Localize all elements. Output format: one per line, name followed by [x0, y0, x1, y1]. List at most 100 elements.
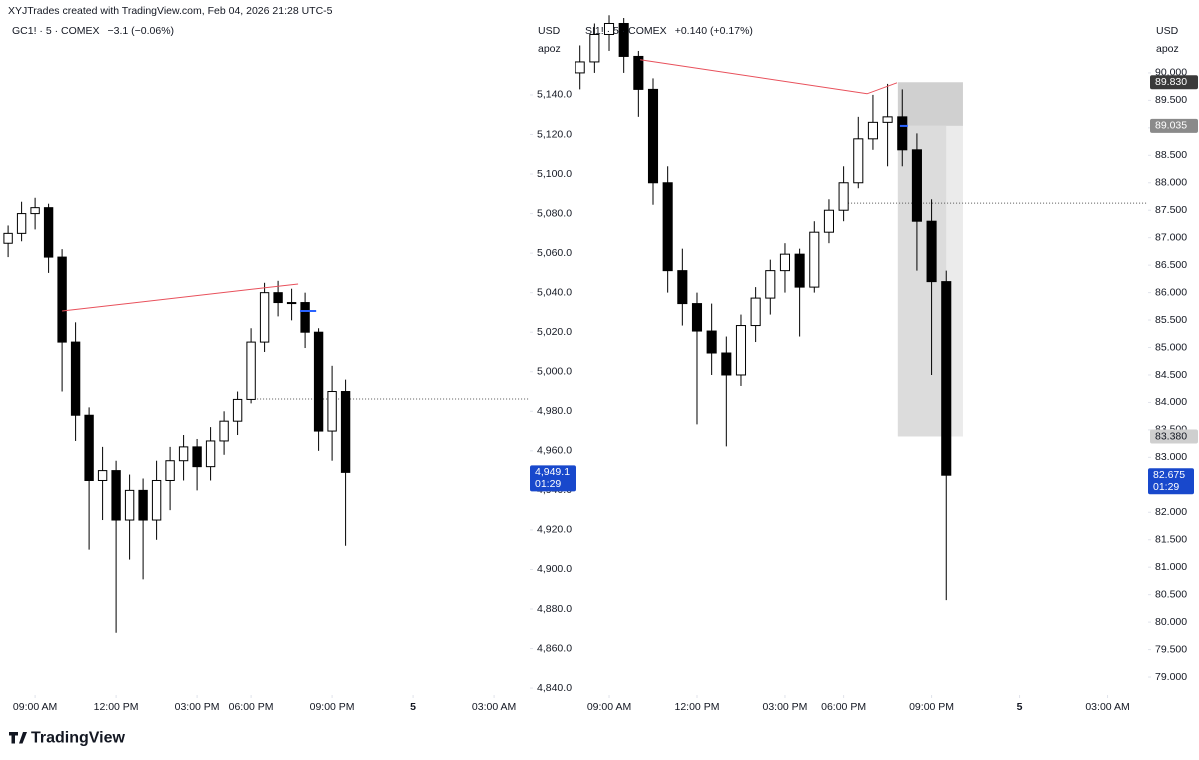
y-tick-label: 80.000 [1155, 616, 1187, 628]
candle-body [853, 138, 864, 184]
logo-text: TradingView [31, 730, 126, 747]
candle-body [633, 55, 644, 90]
y-tick-label: 81.500 [1155, 534, 1187, 546]
y-tick-label: 5,080.0 [537, 207, 572, 219]
x-tick-label: 12:00 PM [675, 701, 720, 713]
entry-price-box-label: 89.035 [1155, 120, 1187, 132]
candle-body [151, 479, 162, 521]
stop-price-box-label: 89.830 [1155, 76, 1187, 88]
y-tick-label: 4,860.0 [537, 642, 572, 654]
x-tick-label: 03:00 PM [762, 701, 807, 713]
candle-body [138, 489, 148, 521]
y-tick-label: 5,060.0 [537, 247, 572, 259]
y-tick-label: 88.500 [1155, 149, 1187, 161]
target-price-box [1150, 429, 1198, 444]
y-tick-label: 82.000 [1155, 506, 1187, 518]
candle-body [246, 341, 256, 400]
y-tick-label: 79.500 [1155, 643, 1187, 655]
tradingview-logo: TradingView [9, 730, 126, 747]
currency: USD [1156, 25, 1179, 37]
candle-body [677, 270, 688, 305]
countdown-label: 01:29 [1153, 481, 1179, 493]
y-tick-label: 5,100.0 [537, 168, 572, 180]
y-tick-label: 5,040.0 [537, 286, 572, 298]
y-tick-label: 79.000 [1155, 671, 1187, 683]
stop-price-box [1150, 75, 1198, 90]
candle-body [779, 253, 791, 272]
candle-body [794, 253, 805, 288]
x-tick-label: 03:00 PM [175, 701, 220, 713]
candle-body [3, 232, 13, 244]
candle-body [838, 182, 849, 211]
x-tick-label: 09:00 AM [13, 701, 57, 713]
x-tick-label: 06:00 PM [821, 701, 866, 713]
y-tick-label: 81.000 [1155, 561, 1187, 573]
x-tick-label: 09:00 PM [909, 701, 954, 713]
y-tick-label: 5,140.0 [537, 89, 572, 101]
candle-body [618, 22, 629, 57]
x-tick-label: 5 [410, 701, 416, 713]
countdown-label: 01:29 [535, 478, 561, 490]
candle-body [823, 209, 834, 233]
candle-body [16, 213, 27, 234]
candle-body [897, 116, 908, 151]
logo-icon [9, 732, 27, 744]
y-tick-label: 88.000 [1155, 177, 1187, 189]
y-tick-label: 5,020.0 [537, 326, 572, 338]
plot-area [575, 15, 1148, 601]
x-tick-label: 09:00 PM [310, 701, 355, 713]
y-tick-label: 89.500 [1155, 94, 1187, 106]
y-tick-label: 5,000.0 [537, 366, 572, 378]
stop-zone [897, 82, 963, 126]
y-tick-label: 84.000 [1155, 396, 1187, 408]
candle-body [765, 270, 776, 299]
trend-line [62, 283, 299, 312]
candle-body [286, 302, 297, 305]
candle-body [911, 149, 922, 222]
y-tick-label: 85.000 [1155, 341, 1187, 353]
candle-body [721, 352, 732, 376]
candle-body [691, 303, 703, 332]
y-tick-label: 4,900.0 [537, 563, 572, 575]
candle-body [589, 33, 600, 63]
candle-body [178, 446, 189, 462]
candle-body [926, 220, 937, 283]
symbol-title: GC1! · 5 · COMEX [12, 25, 100, 37]
candle-body [735, 325, 747, 376]
candle-body [57, 256, 67, 343]
candle-body [867, 121, 878, 140]
candle-body [84, 414, 94, 481]
symbol-title: SI1! · 5 · COMEX [585, 25, 667, 37]
y-tick-label: 4,840.0 [537, 682, 572, 694]
last-price-label: 4,949.1 [535, 466, 570, 478]
candle-body [43, 207, 54, 258]
candle-body [165, 460, 175, 481]
candle-body [706, 330, 717, 354]
unit: apoz [1156, 43, 1179, 55]
entry-price-box [1150, 118, 1198, 133]
unit: apoz [538, 43, 561, 55]
candle-body [205, 440, 216, 468]
candle-body [232, 398, 243, 422]
candle-body [750, 297, 761, 327]
y-tick-label: 84.500 [1155, 369, 1187, 381]
candle-body [111, 470, 121, 521]
target-zone-elapsed [897, 125, 947, 437]
x-tick-label: 03:00 AM [1085, 701, 1129, 713]
candle-body [882, 116, 893, 123]
currency: USD [538, 25, 561, 37]
x-tick-label: 06:00 PM [229, 701, 274, 713]
y-tick-label: 87.000 [1155, 231, 1187, 243]
candle-body [603, 22, 615, 35]
candle-body [662, 182, 673, 272]
last-price-box [1148, 468, 1194, 495]
candle-body [70, 341, 81, 416]
y-tick-label: 85.500 [1155, 314, 1187, 326]
y-tick-label: 86.500 [1155, 259, 1187, 271]
candle-body [30, 207, 40, 215]
x-tick-label: 12:00 PM [94, 701, 139, 713]
plot-area [3, 197, 530, 633]
price-change: +0.140 (+0.17%) [675, 25, 753, 37]
candle-body [273, 292, 283, 304]
